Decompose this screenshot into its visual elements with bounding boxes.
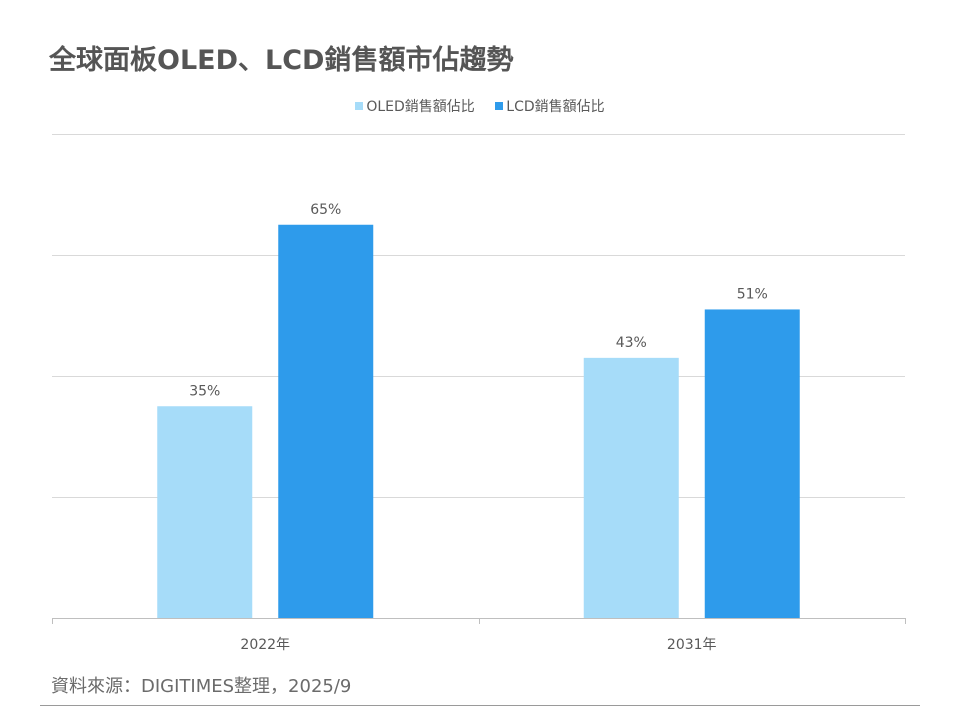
source-note: 資料來源：DIGITIMES整理，2025/9: [51, 676, 352, 697]
bottom-divider: [40, 705, 920, 706]
data-label: 51%: [737, 286, 768, 302]
legend-label-oled: OLED銷售額佔比: [366, 99, 475, 115]
x-tick-label: 2022年: [240, 637, 290, 653]
data-label: 43%: [616, 335, 647, 351]
bars: [157, 224, 800, 618]
legend: OLED銷售額佔比 LCD銷售額佔比: [0, 96, 960, 116]
legend-item-oled: OLED銷售額佔比: [355, 96, 475, 116]
legend-label-lcd: LCD銷售額佔比: [506, 99, 605, 115]
bar-oled-1: [583, 357, 679, 618]
bar-oled-0: [157, 406, 253, 618]
bar-lcd-0: [278, 224, 374, 618]
legend-item-lcd: LCD銷售額佔比: [495, 96, 605, 116]
bar-lcd-1: [704, 309, 800, 618]
x-tick-label: 2031年: [667, 637, 717, 653]
legend-swatch-oled: [355, 102, 364, 110]
data-labels: 35% 65% 43% 51%: [189, 202, 768, 400]
x-axis: 2022年 2031年: [52, 618, 906, 653]
data-label: 35%: [189, 383, 220, 399]
data-label: 65%: [310, 202, 341, 218]
legend-swatch-lcd: [495, 102, 504, 110]
chart-title: 全球面板OLED、LCD銷售額市佔趨勢: [49, 45, 514, 76]
